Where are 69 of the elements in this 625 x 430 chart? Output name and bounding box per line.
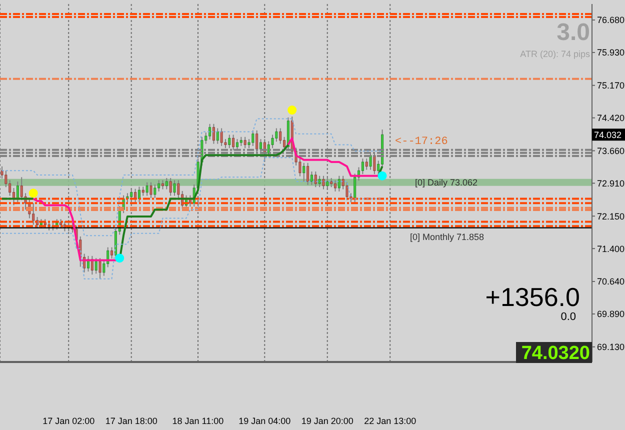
y-tick-label: 72.910: [597, 178, 625, 188]
point: [115, 254, 124, 263]
candlestick: [98, 258, 102, 280]
y-tick-label: 73.660: [597, 146, 625, 156]
annotation: +1356.0: [485, 282, 580, 312]
point: [288, 106, 297, 115]
y-tick-label: 72.150: [597, 211, 625, 222]
candlestick: [346, 182, 348, 201]
x-tick-label: 18 Jan 11:00: [172, 416, 224, 426]
line-series: [1, 157, 383, 280]
candlestick: [146, 182, 148, 196]
y-tick-label: 76.680: [597, 15, 625, 26]
y-tick-label: 69.130: [597, 342, 625, 352]
line-series: [1, 118, 383, 236]
candlestick: [314, 171, 317, 188]
y-tick-label: 75.170: [597, 80, 625, 91]
candlestick: [142, 186, 144, 196]
candlestick: [216, 128, 219, 144]
candlestick: [306, 162, 310, 186]
annotation: 0.0: [560, 311, 576, 323]
x-tick-label: 22 Jan 13:00: [364, 416, 416, 426]
y-tick-label: 74.420: [597, 113, 625, 124]
candlestick: [310, 171, 313, 186]
candlestick: [302, 162, 306, 182]
x-tick-label: 17 Jan 18:00: [105, 416, 158, 426]
ref-line-label: [0] Monthly 71.858: [410, 232, 484, 242]
candlestick: [32, 202, 35, 226]
candlestick: [110, 246, 114, 260]
annotation: <--17:26: [395, 136, 448, 148]
candlestick: [138, 186, 140, 203]
candlestick: [228, 134, 231, 149]
candlestick: [220, 128, 223, 146]
annotation: 74.0320: [521, 343, 590, 364]
candlestick: [212, 123, 215, 144]
y-tick-label: 75.930: [597, 48, 625, 58]
annotation: 74.032: [594, 130, 622, 140]
x-tick-label: 19 Jan 20:00: [301, 416, 354, 426]
x-tick-label: 19 Jan 04:00: [238, 416, 291, 426]
candlestick: [252, 130, 254, 146]
candlestick: [16, 180, 19, 203]
candlestick: [60, 218, 62, 229]
band-label: [0] Daily 73.062: [415, 177, 478, 188]
candlestick: [338, 175, 340, 192]
candlestick: [240, 136, 242, 146]
candlestick: [154, 184, 156, 198]
candlestick: [279, 128, 282, 144]
candlestick: [326, 178, 329, 190]
y-tick-label: 69.890: [597, 309, 625, 320]
candlestick: [158, 180, 160, 192]
x-tick-label: 17 Jan 02:00: [42, 416, 95, 426]
candlestick: [275, 128, 278, 142]
candlestick: [208, 123, 212, 140]
candlestick: [330, 178, 333, 188]
candlestick: [354, 173, 356, 203]
candlestick: [173, 180, 176, 196]
candlestick: [165, 178, 168, 190]
point: [28, 188, 38, 198]
candlestick: [318, 175, 321, 188]
candlestick: [334, 180, 336, 192]
candlestick: [169, 178, 172, 196]
y-tick-label: 70.640: [597, 276, 625, 287]
candlestick: [361, 158, 364, 175]
candlestick: [322, 175, 325, 190]
candlestick: [161, 180, 164, 190]
candlestick: [150, 182, 152, 198]
candlestick: [94, 258, 98, 274]
y-tick-label: 71.400: [597, 244, 625, 254]
point: [378, 171, 387, 180]
candlestick: [20, 176, 23, 201]
